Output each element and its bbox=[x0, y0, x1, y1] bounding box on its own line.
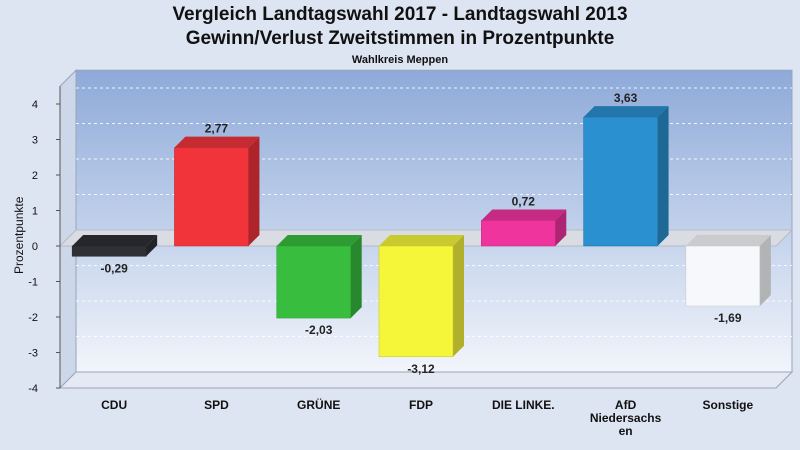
y-tick-label: 1 bbox=[32, 206, 38, 218]
bar-top bbox=[583, 106, 669, 118]
data-label: 0,72 bbox=[512, 194, 536, 208]
data-label: -2,03 bbox=[305, 323, 333, 337]
bar bbox=[71, 235, 158, 257]
bar-front bbox=[174, 147, 249, 247]
bar-front bbox=[276, 245, 351, 319]
y-tick-label: -4 bbox=[28, 383, 38, 395]
chart-subtitle: Gewinn/Verlust Zweitstimmen in Prozentpu… bbox=[185, 28, 615, 49]
plot-floor bbox=[58, 371, 794, 389]
data-label: 3,63 bbox=[614, 91, 638, 105]
data-label: 2,77 bbox=[205, 122, 229, 136]
bar-side bbox=[248, 136, 260, 246]
y-tick-label: -1 bbox=[28, 277, 38, 289]
x-tick-label: en bbox=[619, 424, 633, 438]
bar-top bbox=[276, 235, 362, 246]
data-label: -3,12 bbox=[407, 362, 435, 376]
y-tick-label: 2 bbox=[32, 170, 38, 182]
bar-front bbox=[378, 245, 454, 358]
plot-side-wall bbox=[59, 69, 77, 390]
bar bbox=[378, 235, 464, 358]
y-tick-label: -2 bbox=[28, 312, 38, 324]
bar bbox=[583, 106, 669, 247]
bar-side bbox=[759, 235, 771, 306]
data-label: -0,29 bbox=[100, 261, 128, 275]
bar-front bbox=[481, 220, 556, 247]
bar bbox=[685, 235, 771, 307]
y-tick-label: 0 bbox=[32, 241, 38, 253]
bar-side bbox=[555, 209, 567, 246]
chart-title: Vergleich Landtagswahl 2017 - Landtagswa… bbox=[172, 4, 628, 25]
bar-side bbox=[453, 235, 464, 357]
bar bbox=[481, 209, 567, 247]
bar-side bbox=[146, 235, 158, 257]
bar-front bbox=[685, 245, 761, 307]
bar-side bbox=[657, 106, 669, 246]
y-tick-label: 3 bbox=[32, 135, 38, 147]
bar-top bbox=[379, 235, 464, 246]
bar-top bbox=[174, 136, 260, 148]
y-tick-label: 4 bbox=[32, 99, 38, 111]
bar bbox=[174, 136, 260, 247]
bar-top bbox=[72, 235, 158, 246]
bar-top bbox=[481, 209, 567, 221]
x-tick-label: SPD bbox=[204, 398, 229, 412]
bar bbox=[276, 235, 362, 319]
bar-front bbox=[71, 245, 147, 257]
bar-front bbox=[583, 116, 658, 247]
y-tick-label: -3 bbox=[28, 348, 38, 360]
x-tick-label: CDU bbox=[101, 398, 127, 412]
x-tick-label: Sonstige bbox=[703, 398, 754, 412]
chart-subtitle-district: Wahlkreis Meppen bbox=[351, 54, 449, 66]
x-tick-label: AfD bbox=[615, 398, 637, 412]
x-tick-label: DIE LINKE. bbox=[492, 398, 555, 412]
data-label: -1,69 bbox=[714, 311, 742, 325]
x-tick-label: FDP bbox=[409, 398, 433, 412]
x-tick-label: GRÜNE bbox=[297, 397, 340, 412]
bar-top bbox=[685, 235, 771, 246]
bar-side bbox=[350, 235, 362, 319]
x-tick-label: Niedersachs bbox=[590, 411, 662, 425]
